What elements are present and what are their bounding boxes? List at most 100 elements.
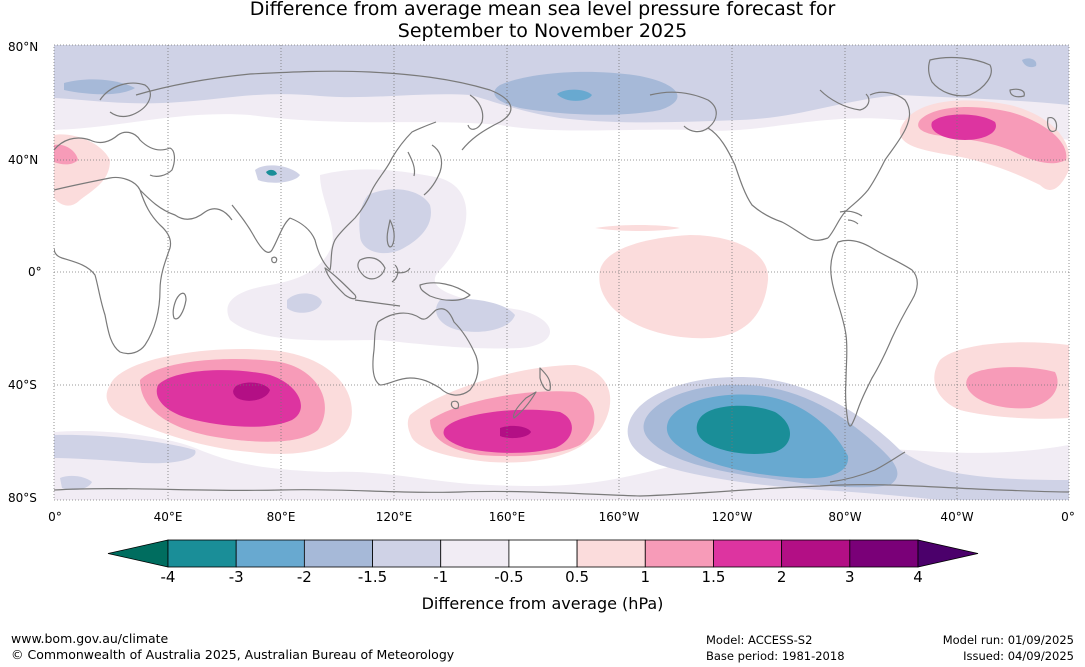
- colorbar-segment: [167, 539, 237, 568]
- north-america-west-coastline: [707, 127, 829, 241]
- colorbar-tick-label: -4: [160, 568, 176, 586]
- hudson-bay-coastline: [819, 89, 870, 111]
- sumatra-coastline: [324, 267, 357, 300]
- tibet-anomaly-core: [266, 169, 277, 176]
- colorbar-segment: [372, 539, 442, 568]
- africa-coastline: [54, 176, 172, 355]
- lon-label-40w: 40°W: [940, 510, 974, 524]
- madagascar-coastline: [172, 292, 187, 320]
- colorbar-extend-low: [107, 539, 169, 568]
- iceland-coastline: [1009, 88, 1025, 98]
- colorbar-tick-label: -1: [433, 568, 449, 586]
- colorbar-segment: [303, 539, 373, 568]
- new-zealand-north-coastline: [539, 367, 551, 391]
- footer-model: Model: ACCESS-S2: [706, 633, 813, 647]
- colorbar-tick-label: -3: [228, 568, 244, 586]
- colorbar-segment: [713, 539, 783, 568]
- southeast-asia-coastline: [289, 189, 373, 271]
- lon-label-80e: 80°E: [266, 510, 296, 524]
- antarctica-coastline: [54, 484, 1069, 497]
- lat-label-80n: 80°N: [8, 40, 39, 54]
- greenland-coastline: [928, 56, 992, 97]
- colorbar-segment: [576, 539, 646, 568]
- colorbar-segment: [508, 539, 578, 568]
- new-zealand-south-coastline: [513, 391, 537, 419]
- colorbar-tick-label: 3: [845, 568, 855, 586]
- colorbar-tick-label: 2: [776, 568, 787, 586]
- colorbar: [107, 539, 979, 568]
- southern-belt-light: [54, 434, 196, 464]
- arabia-coastline: [139, 189, 233, 221]
- south-pacific-low-core: [696, 405, 790, 454]
- lat-label-40s: 40°S: [8, 378, 37, 392]
- north-atlantic-high-core: [931, 114, 996, 140]
- siberia-coastline: [135, 70, 512, 151]
- philippines-coastline: [386, 219, 395, 248]
- japan-coastline: [423, 144, 443, 196]
- java-coastline: [354, 299, 401, 307]
- colorbar-segment: [440, 539, 510, 568]
- sri-lanka-coastline: [271, 256, 278, 264]
- lat-label-80s: 80°S: [8, 491, 37, 505]
- lon-label-160w: 160°W: [598, 510, 640, 524]
- colorbar-title: Difference from average (hPa): [421, 594, 664, 613]
- lon-label-40e: 40°E: [153, 510, 183, 524]
- north-pacific-low-core: [557, 89, 592, 101]
- colorbar-tick-label: 4: [913, 568, 923, 586]
- colorbar-tick-label: 0.5: [565, 568, 590, 586]
- footer-base-period: Base period: 1981-2018: [706, 649, 845, 663]
- kamchatka-coastline: [467, 94, 484, 130]
- lat-label-40n: 40°N: [8, 153, 39, 167]
- uk-coastline: [1047, 117, 1058, 133]
- graticule: [54, 45, 1069, 500]
- map-frame: [53, 44, 1070, 501]
- coastlines: [54, 56, 1069, 497]
- south-america-coastline: [830, 239, 918, 427]
- footer-website: www.bom.gov.au/climate: [11, 631, 169, 646]
- arctic-mid: [64, 79, 135, 95]
- europe-coastline: [54, 131, 176, 177]
- footer-issued: Issued: 04/09/2025: [963, 649, 1074, 663]
- colorbar-segment: [235, 539, 305, 568]
- colorbar-tick-label: -1.5: [357, 568, 388, 586]
- lon-label-80w: 80°W: [828, 510, 862, 524]
- colorbar-segment: [781, 539, 851, 568]
- south-pacific-high-core: [500, 425, 531, 439]
- lon-label-120w: 120°W: [711, 510, 753, 524]
- borneo-coastline: [357, 257, 386, 280]
- footer-copyright: © Commonwealth of Australia 2025, Austra…: [11, 647, 455, 662]
- scandinavia-coastline: [99, 82, 151, 118]
- colorbar-tick-label: -0.5: [494, 568, 524, 586]
- australia-coastline: [372, 308, 479, 396]
- korea-coastline: [407, 151, 416, 177]
- colorbar-segment: [644, 539, 714, 568]
- antarctic-negative: [60, 475, 92, 490]
- tropical-pacific-high: [599, 235, 769, 339]
- lon-label-0-east: 0°: [1061, 510, 1075, 524]
- south-indian-high-core: [233, 382, 270, 401]
- alaska-coastline: [649, 91, 717, 133]
- anomaly-field: [54, 45, 1069, 500]
- mediterranean-high-mid: [54, 144, 78, 165]
- colorbar-tick-label: -2: [296, 568, 312, 586]
- lon-label-120e: 120°E: [375, 510, 413, 524]
- west-pacific-negative-inner: [359, 189, 431, 254]
- caribbean-coastline: [839, 210, 863, 225]
- footer-model-run: Model run: 01/09/2025: [942, 633, 1074, 647]
- map-title-line2: September to November 2025: [397, 20, 688, 42]
- new-guinea-coastline: [419, 282, 471, 301]
- map-title-line1: Difference from average mean sea level p…: [249, 0, 836, 20]
- lon-label-160e: 160°E: [488, 510, 526, 524]
- tibet-anomaly: [255, 165, 300, 183]
- colorbar-tick-label: 1.5: [701, 568, 726, 586]
- colorbar-tick-label: 1: [640, 568, 651, 586]
- colorbar-extend-high: [917, 539, 979, 568]
- antarctic-peninsula-coastline: [829, 451, 906, 483]
- indian-ocean-negative: [287, 293, 322, 313]
- greenland-mid: [1022, 58, 1037, 68]
- lon-label-0: 0°: [48, 510, 62, 524]
- china-coastline: [371, 121, 437, 191]
- colorbar-segment: [849, 539, 919, 568]
- tasmania-coastline: [450, 400, 460, 410]
